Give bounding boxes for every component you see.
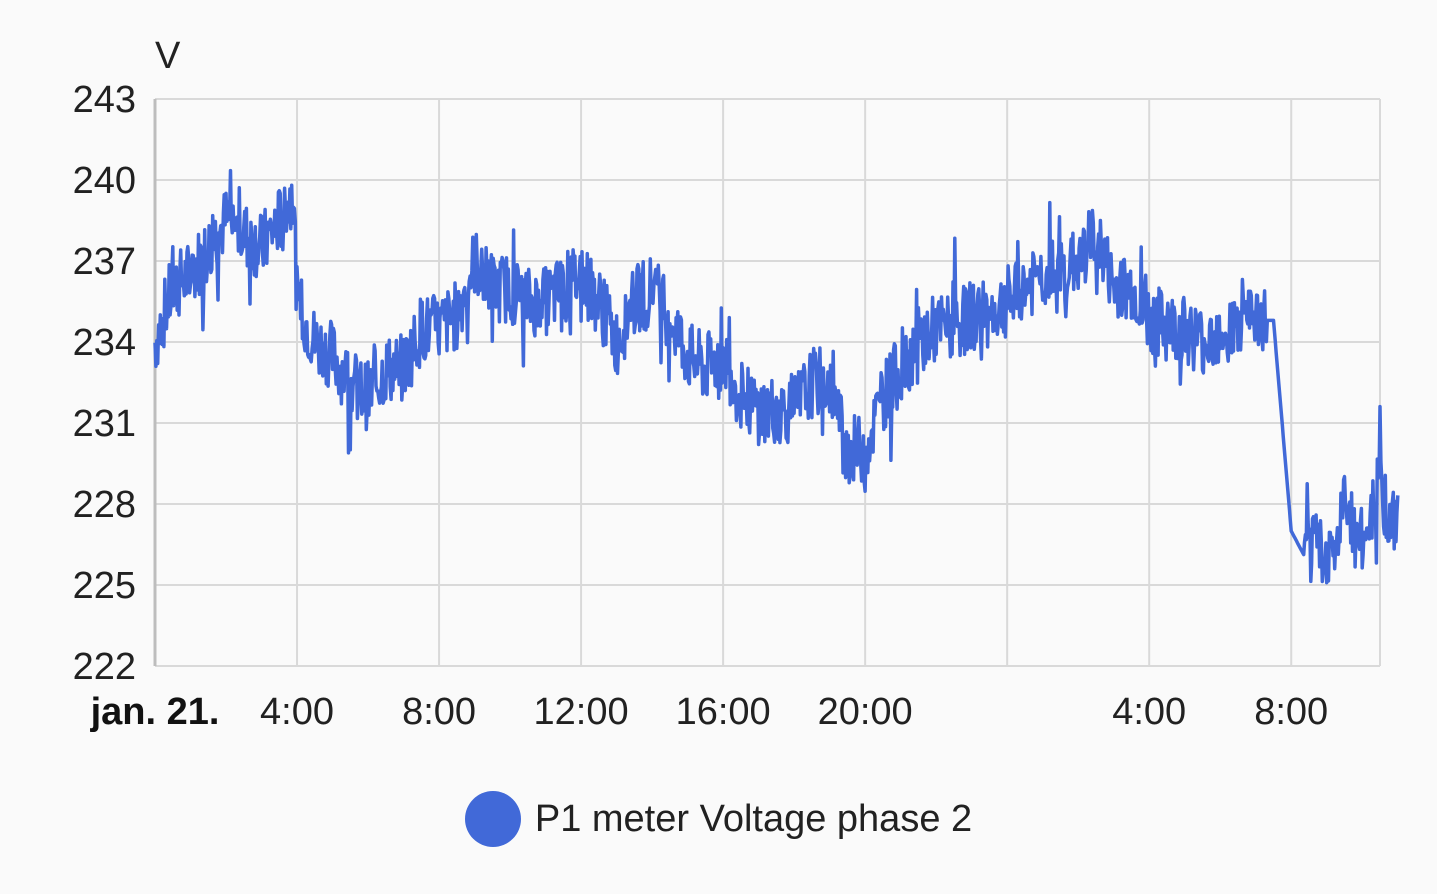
x-tick-label: 4:00 [260, 691, 334, 733]
x-tick-label: 12:00 [534, 691, 629, 733]
x-tick-label: 16:00 [676, 691, 771, 733]
x-tick-label: 8:00 [402, 691, 476, 733]
y-axis-unit-label: V [155, 35, 181, 77]
x-tick-label: 8:00 [1254, 691, 1328, 733]
y-axis-tick-labels: 243 240 237 234 231 228 225 222 [73, 79, 136, 688]
x-tick-label: jan. 21. [90, 691, 220, 733]
x-axis-tick-labels: jan. 21. 4:00 8:00 12:00 16:00 20:00 4:00 8:00 [90, 691, 1329, 733]
y-tick-label: 225 [73, 565, 136, 607]
y-tick-label: 228 [73, 484, 136, 526]
series-layer [153, 168, 1400, 585]
y-tick-label: 234 [73, 322, 136, 364]
x-tick-label: 20:00 [818, 691, 913, 733]
y-tick-label: 222 [73, 646, 136, 688]
y-tick-label: 240 [73, 160, 136, 202]
y-tick-label: 231 [73, 403, 136, 445]
y-tick-label: 243 [73, 79, 136, 121]
legend: P1 meter Voltage phase 2 [0, 786, 1437, 852]
series-line [153, 168, 1400, 585]
legend-item[interactable]: P1 meter Voltage phase 2 [464, 791, 973, 847]
legend-swatch [464, 791, 521, 847]
x-tick-label: 4:00 [1112, 691, 1186, 733]
y-tick-label: 237 [73, 241, 136, 283]
legend-label: P1 meter Voltage phase 2 [534, 797, 973, 840]
